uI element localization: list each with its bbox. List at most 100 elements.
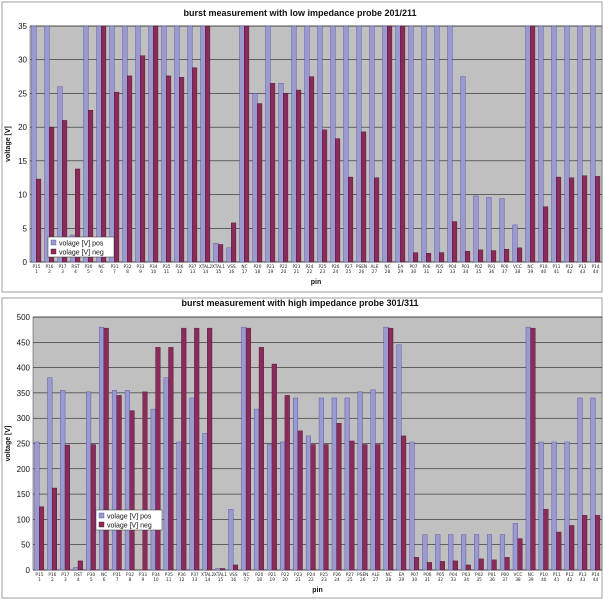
x-tick-pin-name: P35: [162, 264, 170, 270]
y-tick-label: 25: [18, 89, 27, 98]
bar-neg: [543, 206, 549, 263]
bar-pos: [163, 377, 169, 571]
legend-swatch-neg: [50, 248, 57, 255]
x-tick-pin-name: VSS: [229, 572, 238, 578]
x-tick-pin-name: P17: [58, 264, 66, 270]
x-tick-pin-name: P02: [474, 264, 482, 270]
x-tick-pin-number: 7: [116, 577, 119, 583]
x-tick-pin-number: 4: [77, 577, 80, 583]
legend-box: [95, 509, 163, 531]
bar-neg: [62, 120, 68, 263]
x-tick-pin-number: 30: [411, 269, 417, 275]
bar-neg: [90, 444, 96, 571]
x-tick-pin-name: P35: [165, 572, 173, 578]
bar-neg: [439, 561, 445, 571]
bar-neg: [491, 559, 497, 571]
x-tick-pin-name: VCC: [513, 572, 522, 578]
x-tick-pin-name: VCC: [513, 264, 522, 270]
x-tick-pin-number: 43: [580, 269, 586, 275]
bar-neg: [595, 176, 601, 263]
bar-neg: [155, 347, 161, 571]
x-tick-pin-name: ALE: [370, 264, 378, 270]
x-tick-pin-name: P15: [35, 572, 43, 578]
x-tick-pin-number: 17: [242, 269, 248, 275]
x-tick-pin-name: P00: [500, 264, 508, 270]
bar-pos: [370, 389, 376, 571]
x-tick-pin-number: 38: [515, 577, 521, 583]
x-tick-pin-number: 39: [528, 269, 534, 275]
x-tick-pin-number: 20: [281, 269, 287, 275]
x-tick-pin-number: 29: [398, 269, 404, 275]
bar-neg: [362, 444, 368, 571]
x-tick-labels: P151P162P173RST4P305NC6P317P328P339P3410…: [35, 572, 599, 583]
x-tick-pin-name: P37: [191, 572, 199, 578]
bar-neg: [323, 444, 329, 571]
x-tick-pin-number: 18: [257, 577, 263, 583]
x-tick-pin-name: P24: [305, 264, 313, 270]
bar-pos: [44, 25, 50, 263]
bar-neg: [414, 557, 420, 571]
x-tick-pin-number: 26: [360, 577, 366, 583]
bar-pos: [408, 25, 414, 263]
x-tick-pin-name: EA: [398, 264, 404, 270]
bar-neg: [244, 25, 250, 263]
bar-pos: [473, 195, 479, 263]
x-tick-pin-name: P27: [346, 572, 354, 578]
x-tick-pin-name: P05: [435, 264, 443, 270]
bar-pos: [577, 397, 583, 571]
x-tick-pin-name: NC: [384, 264, 390, 270]
x-tick-pin-number: 44: [593, 577, 599, 583]
bar-pos: [213, 242, 219, 263]
y-tick-label: 0: [23, 258, 28, 267]
x-tick-pin-name: EA: [399, 572, 405, 578]
x-tick-pin-name: P05: [436, 572, 444, 578]
legend-swatch-pos: [50, 239, 57, 246]
bar-pos: [590, 25, 596, 263]
bar-neg: [439, 252, 445, 263]
x-tick-pin-name: P22: [281, 572, 289, 578]
x-tick-pin-name: P11: [552, 264, 560, 270]
x-tick-pin-name: P01: [487, 264, 495, 270]
bar-pos: [111, 390, 117, 571]
x-tick-pin-number: 11: [164, 269, 170, 275]
y-tick-labels: 0 50 100 150 200 250 300 350 400 450 500: [17, 313, 31, 575]
x-tick-pin-number: 28: [385, 269, 391, 275]
bar-pos: [577, 25, 583, 263]
bar-pos: [99, 326, 105, 571]
bar-neg: [426, 253, 432, 263]
bar-pos: [226, 247, 232, 263]
x-tick-pin-number: 32: [438, 577, 444, 583]
bar-neg: [374, 177, 380, 263]
bar-neg: [595, 515, 601, 571]
bar-neg: [75, 168, 81, 263]
bar-pos: [304, 25, 310, 263]
bar-pos: [447, 25, 453, 263]
bar-pos: [396, 344, 402, 571]
bar-neg: [114, 91, 120, 263]
bar-neg: [207, 327, 213, 571]
x-tick-pin-name: NC: [98, 264, 104, 270]
x-tick-pin-number: 9: [139, 269, 142, 275]
bar-neg: [283, 93, 289, 263]
x-tick-pin-name: P01: [488, 572, 496, 578]
bar-pos: [460, 76, 466, 263]
x-tick-pin-name: P03: [462, 572, 470, 578]
x-axis-label: pin: [312, 587, 323, 594]
x-tick-pin-number: 10: [151, 269, 157, 275]
bar-neg: [140, 55, 146, 263]
bar-pos: [83, 25, 89, 263]
x-tick-pin-name: P36: [178, 572, 186, 578]
x-tick-pin-number: 35: [476, 577, 482, 583]
bar-neg: [194, 327, 200, 571]
bar-pos: [461, 534, 467, 571]
x-tick-pin-name: P32: [126, 572, 134, 578]
legend-label-pos: volage [V] pos: [107, 514, 152, 521]
bar-pos: [486, 534, 493, 571]
bar-neg: [153, 25, 159, 263]
x-tick-pin-name: NC: [528, 572, 534, 578]
bar-neg: [413, 252, 419, 263]
bar-pos: [356, 25, 362, 263]
bar-pos: [187, 25, 193, 263]
